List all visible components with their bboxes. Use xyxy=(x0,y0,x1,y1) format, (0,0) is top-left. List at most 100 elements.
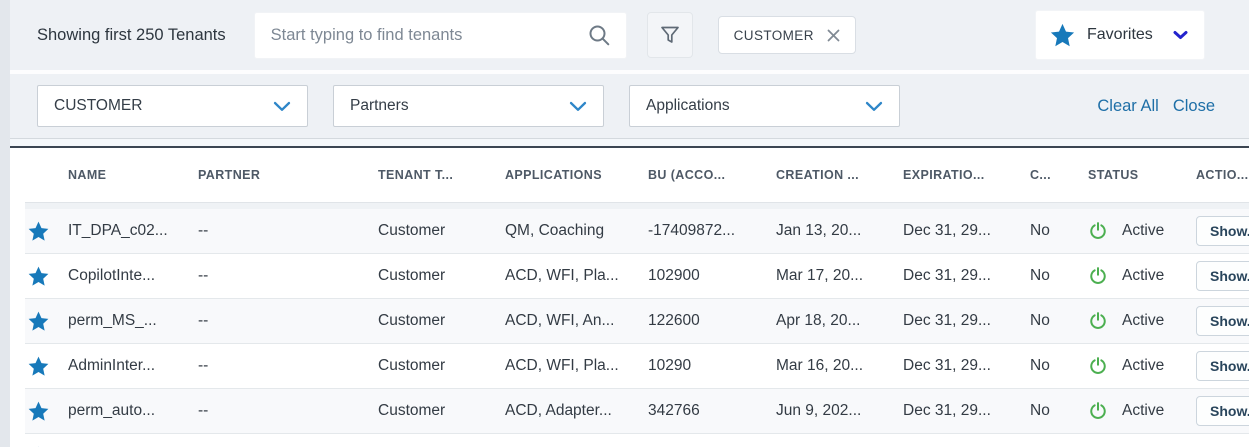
tenant-search-box xyxy=(253,11,627,59)
partners-dropdown[interactable]: Partners xyxy=(333,85,604,127)
cell-partner: -- xyxy=(198,312,209,329)
funnel-icon xyxy=(658,23,682,47)
cell-status: Active xyxy=(1088,221,1196,241)
table-header-row: NAME PARTNER TENANT T... APPLICATIONS BU… xyxy=(25,148,1249,203)
dropdown-value: CUSTOMER xyxy=(54,97,143,114)
favorites-label: Favorites xyxy=(1087,26,1153,43)
cell-c: No xyxy=(1030,222,1050,239)
cell-partner: -- xyxy=(198,267,209,284)
header-expiration-date[interactable]: EXPIRATIO... xyxy=(903,168,985,182)
clear-all-link[interactable]: Clear All xyxy=(1097,96,1159,115)
cell-expiration: Dec 31, 29... xyxy=(903,312,991,329)
cell-bu: 342766 xyxy=(648,402,700,419)
status-label: Active xyxy=(1122,312,1165,329)
tenant-search-input[interactable] xyxy=(254,25,587,45)
dropdown-value: Applications xyxy=(646,97,730,114)
favorites-star-icon xyxy=(1049,22,1076,49)
favorite-star-icon[interactable] xyxy=(25,220,68,243)
cell-creation: Apr 18, 20... xyxy=(776,312,861,329)
table-row[interactable]: perm_MS_... -- Customer ACD, WFI, An... … xyxy=(25,299,1249,344)
cell-name[interactable]: AdminInter... xyxy=(68,357,156,374)
table-row-partial[interactable] xyxy=(25,434,1249,447)
cell-applications: ACD, WFI, Pla... xyxy=(505,267,619,284)
cell-status: Active xyxy=(1088,311,1196,331)
status-label: Active xyxy=(1122,267,1165,284)
cell-status: Active xyxy=(1088,266,1196,286)
favorites-dropdown-button[interactable]: Favorites xyxy=(1035,10,1205,60)
cell-expiration: Dec 31, 29... xyxy=(903,357,991,374)
cell-partner: -- xyxy=(198,402,209,419)
header-c[interactable]: C... xyxy=(1030,168,1052,182)
show-button[interactable]: Show... xyxy=(1196,306,1249,336)
cell-applications: ACD, Adapter... xyxy=(505,402,612,419)
cell-tenant-type: Customer xyxy=(378,402,446,419)
show-button[interactable]: Show... xyxy=(1196,396,1249,426)
table-top-strip xyxy=(10,138,1249,146)
cell-applications: ACD, WFI, Pla... xyxy=(505,357,619,374)
favorite-star-icon[interactable] xyxy=(25,310,68,333)
header-status[interactable]: STATUS xyxy=(1088,168,1139,182)
cell-creation: Jun 9, 202... xyxy=(776,402,862,419)
cell-name[interactable]: perm_auto... xyxy=(68,402,156,419)
chevron-down-icon xyxy=(569,101,587,112)
status-label: Active xyxy=(1122,402,1165,419)
search-icon[interactable] xyxy=(587,23,611,47)
cell-expiration: Dec 31, 29... xyxy=(903,222,991,239)
toolbar-separator xyxy=(10,70,1249,74)
power-icon xyxy=(1088,266,1108,286)
active-filter-chip-customer[interactable]: CUSTOMER xyxy=(717,16,856,54)
header-creation-date[interactable]: CREATION ... xyxy=(776,168,860,182)
cell-name[interactable]: CopilotInte... xyxy=(68,267,156,284)
header-actions[interactable]: ACTIO... xyxy=(1196,168,1249,182)
show-button[interactable]: Show... xyxy=(1196,216,1249,246)
applications-dropdown[interactable]: Applications xyxy=(629,85,900,127)
cell-expiration: Dec 31, 29... xyxy=(903,267,991,284)
chip-remove-icon[interactable] xyxy=(827,29,840,42)
cell-tenant-type: Customer xyxy=(378,357,446,374)
close-link[interactable]: Close xyxy=(1172,96,1215,115)
cell-c: No xyxy=(1030,357,1050,374)
cell-tenant-type: Customer xyxy=(378,222,446,239)
show-button[interactable]: Show... xyxy=(1196,351,1249,381)
cell-tenant-type: Customer xyxy=(378,267,446,284)
header-partner[interactable]: PARTNER xyxy=(198,168,261,182)
favorite-star-icon[interactable] xyxy=(25,355,68,378)
cell-partner: -- xyxy=(198,357,209,374)
cell-applications: ACD, WFI, An... xyxy=(505,312,615,329)
cell-bu: 122600 xyxy=(648,312,700,329)
header-applications[interactable]: APPLICATIONS xyxy=(505,168,602,182)
cell-expiration: Dec 31, 29... xyxy=(903,402,991,419)
tenant-type-dropdown[interactable]: CUSTOMER xyxy=(37,85,308,127)
header-name[interactable]: NAME xyxy=(68,168,107,182)
table-row[interactable]: CopilotInte... -- Customer ACD, WFI, Pla… xyxy=(25,254,1249,299)
filter-toggle-button[interactable] xyxy=(646,12,693,58)
show-button[interactable]: Show... xyxy=(1196,261,1249,291)
header-tenant-type[interactable]: TENANT T... xyxy=(378,168,454,182)
power-icon xyxy=(1088,311,1108,331)
filter-bar: CUSTOMER Partners Applications xyxy=(10,74,1249,138)
cell-creation: Jan 13, 20... xyxy=(776,222,862,239)
favorite-star-icon[interactable] xyxy=(25,400,68,423)
cell-c: No xyxy=(1030,312,1050,329)
tenants-table: NAME PARTNER TENANT T... APPLICATIONS BU… xyxy=(10,146,1249,447)
cell-partner: -- xyxy=(198,222,209,239)
cell-creation: Mar 17, 20... xyxy=(776,267,864,284)
cell-name[interactable]: IT_DPA_c02... xyxy=(68,222,168,239)
cell-status: Active xyxy=(1088,356,1196,376)
cell-status: Active xyxy=(1088,401,1196,421)
status-label: Active xyxy=(1122,357,1165,374)
tenant-count-summary: Showing first 250 Tenants xyxy=(37,25,226,44)
table-row[interactable]: perm_auto... -- Customer ACD, Adapter...… xyxy=(25,389,1249,434)
table-row[interactable]: AdminInter... -- Customer ACD, WFI, Pla.… xyxy=(25,344,1249,389)
cell-c: No xyxy=(1030,402,1050,419)
table-row[interactable]: IT_DPA_c02... -- Customer QM, Coaching -… xyxy=(25,209,1249,254)
chip-label: CUSTOMER xyxy=(733,27,814,43)
tenant-manager-panel: Showing first 250 Tenants CUSTOMER xyxy=(10,0,1249,447)
chevron-down-icon xyxy=(1173,30,1188,40)
top-toolbar: Showing first 250 Tenants CUSTOMER xyxy=(10,0,1249,70)
favorite-star-icon[interactable] xyxy=(25,265,68,288)
chevron-down-icon xyxy=(865,101,883,112)
cell-name[interactable]: perm_MS_... xyxy=(68,312,157,329)
header-bu-account[interactable]: BU (ACCO... xyxy=(648,168,726,182)
cell-creation: Mar 16, 20... xyxy=(776,357,864,374)
